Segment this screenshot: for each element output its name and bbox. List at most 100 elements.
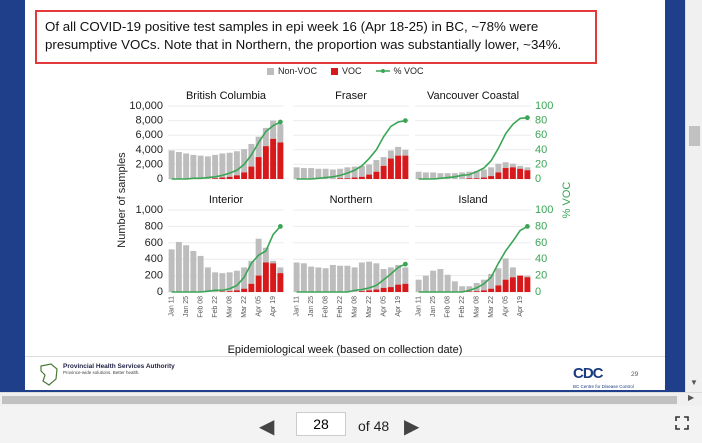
bar-nonvoc-island: [488, 273, 495, 289]
y2-tick-label: 80: [535, 220, 547, 232]
bar-nonvoc-interior: [277, 267, 284, 274]
x-tick-label: Feb 08: [445, 296, 452, 318]
bar-voc-island: [488, 288, 495, 292]
bar-nonvoc-northern: [344, 265, 351, 292]
bar-voc-vancouver-coastal: [524, 170, 531, 179]
bar-voc-northern: [402, 283, 409, 292]
bar-voc-island: [509, 277, 516, 292]
bar-voc-northern: [380, 287, 387, 292]
y2-tick-label: 0: [535, 286, 541, 298]
bar-voc-vancouver-coastal: [488, 176, 495, 179]
chart-legend: Non-VOC VOC % VOC: [267, 66, 432, 76]
y-tick-label: 4,000: [135, 144, 163, 156]
y-tick-label: 600: [145, 237, 163, 249]
scroll-right-arrow-icon[interactable]: ▶: [688, 393, 695, 402]
bccdc-caption: BC Centre for Disease Control: [573, 384, 634, 389]
x-tick-label: Feb 22: [459, 296, 466, 318]
legend-label-pct-voc: % VOC: [393, 66, 424, 76]
bar-voc-island: [480, 290, 487, 292]
x-tick-label: Jan 11: [416, 296, 423, 317]
bar-nonvoc-island: [430, 270, 437, 292]
bar-nonvoc-interior: [197, 255, 204, 292]
legend-item-voc: VOC: [331, 66, 362, 76]
bar-voc-northern: [366, 290, 373, 292]
bar-voc-island: [517, 275, 524, 292]
bar-nonvoc-vancouver-coastal: [415, 171, 422, 179]
bar-nonvoc-island: [444, 274, 451, 292]
bar-voc-vancouver-coastal: [517, 168, 524, 179]
bar-nonvoc-british-columbia: [233, 151, 240, 176]
panel-title-island: Island: [458, 194, 487, 206]
panel-title-interior: Interior: [209, 194, 244, 206]
bar-voc-british-columbia: [270, 138, 277, 179]
bar-nonvoc-fraser: [315, 168, 322, 179]
bar-nonvoc-british-columbia: [255, 136, 262, 158]
bar-nonvoc-fraser: [402, 149, 409, 156]
bar-nonvoc-interior: [190, 251, 197, 292]
y-tick-label: 1,000: [135, 204, 163, 216]
x-tick-label: Apr 05: [381, 296, 388, 317]
slide-footer: Provincial Health Services Authority Pro…: [25, 356, 665, 391]
previous-page-button[interactable]: ◀: [259, 416, 275, 438]
callout-text: Of all COVID-19 positive test samples in…: [35, 10, 597, 64]
bar-nonvoc-northern: [387, 267, 394, 288]
slide-number: 29: [631, 371, 639, 378]
bar-voc-island: [524, 277, 531, 292]
bar-nonvoc-vancouver-coastal: [430, 172, 437, 179]
bar-nonvoc-northern: [366, 261, 373, 291]
x-tick-label: Jan 25: [308, 296, 315, 317]
legend-swatch-voc: [331, 67, 339, 75]
bar-voc-interior: [241, 288, 248, 292]
y2-axis-title: % VOC: [561, 182, 573, 219]
bar-nonvoc-northern: [395, 264, 402, 285]
legend-swatch-nonvoc: [267, 67, 274, 75]
horizontal-scrollbar[interactable]: ▶: [0, 392, 702, 407]
slide: Of all COVID-19 positive test samples in…: [25, 0, 665, 390]
bar-nonvoc-fraser: [373, 160, 380, 172]
bar-voc-northern: [373, 289, 380, 292]
bar-nonvoc-interior: [212, 272, 219, 292]
bar-nonvoc-island: [451, 281, 458, 292]
horizontal-scroll-thumb[interactable]: [2, 396, 677, 404]
scroll-down-arrow-icon[interactable]: ▼: [690, 378, 698, 387]
bar-voc-british-columbia: [219, 177, 226, 179]
bar-nonvoc-british-columbia: [226, 152, 233, 177]
bar-voc-british-columbia: [248, 166, 255, 179]
bar-nonvoc-interior: [219, 273, 226, 292]
bar-voc-island: [502, 279, 509, 292]
bar-nonvoc-island: [509, 267, 516, 278]
pct-voc-line-island: [418, 225, 528, 293]
bar-voc-fraser: [366, 174, 373, 179]
bar-nonvoc-fraser: [322, 168, 329, 179]
fullscreen-icon[interactable]: [675, 416, 689, 430]
bar-voc-fraser: [351, 177, 358, 179]
bar-nonvoc-fraser: [395, 146, 402, 156]
bar-nonvoc-vancouver-coastal: [502, 162, 509, 169]
x-tick-label: Apr 19: [395, 296, 402, 317]
bar-nonvoc-british-columbia: [270, 120, 277, 139]
vertical-scrollbar[interactable]: ▼: [685, 0, 702, 392]
bccdc-logo: CDC BC Centre for Disease Control: [573, 365, 653, 389]
bar-voc-island: [473, 291, 480, 292]
bar-nonvoc-fraser: [366, 164, 373, 175]
bar-voc-fraser: [344, 178, 351, 179]
bar-nonvoc-fraser: [337, 168, 344, 179]
bar-nonvoc-northern: [322, 268, 329, 292]
y2-tick-label: 20: [535, 270, 547, 282]
y-tick-label: 200: [145, 270, 163, 282]
y-tick-label: 8,000: [135, 115, 163, 127]
bar-nonvoc-northern: [402, 267, 409, 284]
bar-nonvoc-island: [480, 279, 487, 291]
y-tick-label: 800: [145, 220, 163, 232]
x-tick-label: Jan 11: [169, 296, 176, 317]
next-page-button[interactable]: ▶: [404, 416, 420, 438]
y-tick-label: 400: [145, 253, 163, 265]
page-number-input[interactable]: [296, 412, 346, 436]
vertical-scroll-thumb[interactable]: [689, 126, 700, 146]
bar-nonvoc-island: [524, 275, 531, 278]
bar-voc-vancouver-coastal: [502, 168, 509, 179]
y2-tick-label: 40: [535, 253, 547, 265]
pct-voc-endpoint-island: [524, 224, 530, 229]
legend-item-nonvoc: Non-VOC: [267, 66, 317, 76]
panel-title-northern: Northern: [330, 194, 373, 206]
